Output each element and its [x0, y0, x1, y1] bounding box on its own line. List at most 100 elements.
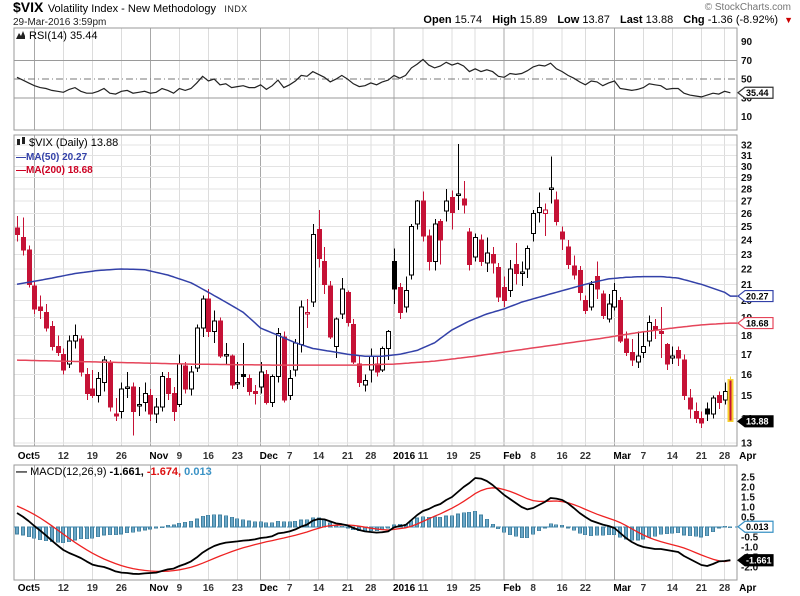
macd-histogram	[15, 511, 732, 544]
svg-text:21: 21	[741, 280, 753, 291]
ma50-line	[16, 268, 738, 357]
macd-value-callout: -1.661	[737, 554, 774, 567]
ma200-callout: 18.68	[737, 316, 774, 330]
svg-text:20.27: 20.27	[746, 291, 769, 301]
svg-text:8: 8	[530, 451, 536, 462]
svg-text:19: 19	[446, 451, 458, 462]
macd-legend: — MACD(12,26,9) -1.661, -1.674, 0.013	[16, 466, 212, 478]
y-axis-labels: 9070503010323130292827262524232221201918…	[741, 37, 759, 573]
rsi-name: RSI(14)	[29, 30, 67, 42]
svg-text:21: 21	[342, 451, 354, 462]
svg-text:0.013: 0.013	[746, 522, 769, 532]
svg-text:Dec: Dec	[260, 583, 279, 594]
svg-text:Apr: Apr	[739, 583, 756, 594]
svg-text:90: 90	[741, 37, 753, 48]
chart-datetime: 29-Mar-2016 3:59pm	[13, 17, 107, 28]
svg-text:27: 27	[741, 197, 753, 208]
svg-text:14: 14	[313, 583, 325, 594]
svg-text:22: 22	[580, 583, 592, 594]
svg-text:30: 30	[741, 162, 753, 173]
symbol-label: $VIX	[13, 0, 44, 15]
copyright: © StockCharts.com	[704, 2, 791, 13]
ma50-legend: —MA(50) 20.27	[16, 151, 118, 164]
svg-text:16: 16	[203, 583, 215, 594]
last-label: Last	[619, 14, 643, 26]
chg-down-arrow-icon[interactable]: ▼	[784, 15, 793, 25]
svg-text:19: 19	[446, 583, 458, 594]
chg-value: -1.36 (-8.92%)	[707, 14, 779, 26]
svg-text:Mar: Mar	[613, 451, 631, 462]
svg-text:13.88: 13.88	[746, 417, 769, 427]
svg-text:19: 19	[87, 583, 99, 594]
chg-label: Chg	[683, 14, 705, 26]
svg-text:28: 28	[365, 583, 377, 594]
svg-text:18: 18	[741, 331, 753, 342]
svg-text:11: 11	[418, 451, 429, 462]
chart-header: $VIX Volatility Index - New Methodology …	[13, 0, 248, 29]
svg-text:21: 21	[696, 451, 708, 462]
svg-text:12: 12	[58, 451, 70, 462]
svg-text:14: 14	[313, 451, 325, 462]
svg-text:7: 7	[287, 583, 293, 594]
svg-text:70: 70	[741, 56, 753, 67]
svg-text:21: 21	[696, 583, 708, 594]
svg-text:28: 28	[365, 451, 377, 462]
price-series-name: $VIX (Daily)	[29, 137, 88, 149]
svg-text:2016: 2016	[393, 583, 416, 594]
svg-text:16: 16	[557, 583, 569, 594]
svg-text:28: 28	[741, 185, 753, 196]
last-value: 13.88	[645, 14, 674, 26]
svg-text:50: 50	[741, 75, 753, 86]
macd-hist-value: 0.013	[184, 466, 212, 478]
svg-text:-0.5: -0.5	[741, 533, 759, 544]
low-value: 13.87	[582, 14, 610, 26]
svg-text:Feb: Feb	[503, 583, 521, 594]
ma50-dash-icon: —	[16, 152, 26, 163]
svg-text:23: 23	[232, 583, 244, 594]
svg-text:Nov: Nov	[149, 451, 168, 462]
svg-text:29: 29	[741, 173, 753, 184]
svg-text:16: 16	[557, 451, 569, 462]
svg-text:25: 25	[741, 222, 753, 233]
high-label: High	[492, 14, 517, 26]
candlestick-chart-icon	[16, 137, 26, 151]
svg-text:9: 9	[177, 451, 183, 462]
macd-hist-callout: 0.013	[737, 520, 774, 533]
high-value: 15.89	[519, 14, 548, 26]
svg-text:25: 25	[470, 583, 482, 594]
svg-text:2.5: 2.5	[741, 473, 755, 484]
svg-text:14: 14	[667, 583, 679, 594]
svg-text:7: 7	[287, 451, 293, 462]
svg-text:22: 22	[580, 451, 592, 462]
rsi-legend: RSI(14) 35.44	[16, 30, 98, 43]
svg-text:2016: 2016	[393, 451, 416, 462]
rsi-value-callout: 35.44	[737, 86, 774, 99]
grid-layer	[13, 27, 738, 581]
svg-text:32: 32	[741, 141, 753, 152]
ma200-dash-icon: —	[16, 165, 26, 176]
svg-text:0.5: 0.5	[741, 513, 755, 524]
svg-text:31: 31	[741, 151, 753, 162]
svg-text:25: 25	[470, 451, 482, 462]
price-last-value: 13.88	[90, 137, 119, 149]
svg-text:26: 26	[741, 209, 753, 220]
svg-text:10: 10	[741, 112, 753, 123]
macd-name: MACD(12,26,9)	[30, 466, 107, 478]
svg-text:Oct: Oct	[18, 451, 35, 462]
x-axis-labels: Oct 5 12 19 26 Nov 9 16 23 Dec 7 14 21 28 2016 11 19 25 Fe…	[18, 451, 757, 594]
svg-text:5: 5	[34, 451, 40, 462]
macd-line	[16, 477, 731, 575]
svg-text:1.5: 1.5	[741, 493, 755, 504]
ma200-line	[16, 322, 738, 366]
svg-text:-1.661: -1.661	[746, 555, 772, 565]
ma200-value: 18.68	[67, 165, 93, 176]
svg-text:26: 26	[116, 451, 128, 462]
ma200-legend: —MA(200) 18.68	[16, 164, 118, 177]
macd-signal-line	[16, 487, 731, 573]
svg-text:5: 5	[34, 583, 40, 594]
svg-text:Apr: Apr	[739, 451, 756, 462]
price-legend: $VIX (Daily) 13.88 —MA(50) 20.27 —MA(200…	[16, 137, 118, 177]
indicator-chart-icon	[16, 30, 26, 43]
